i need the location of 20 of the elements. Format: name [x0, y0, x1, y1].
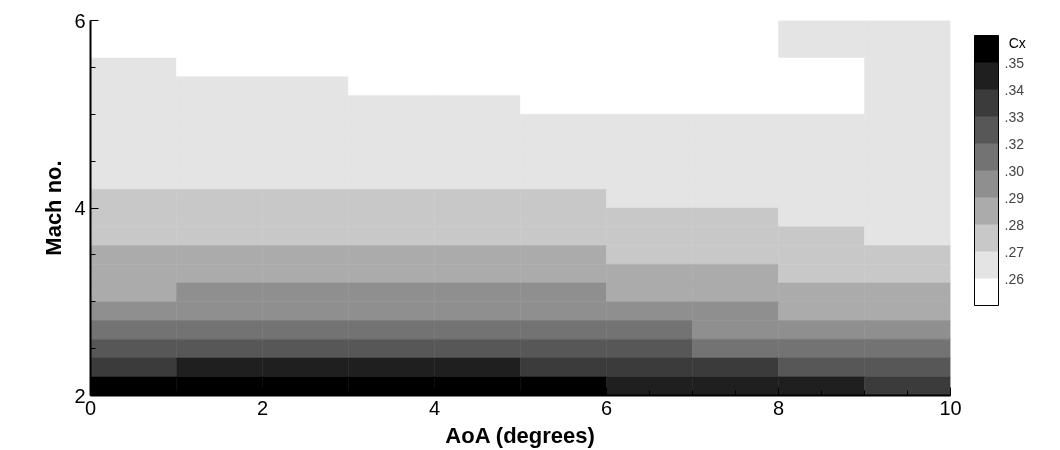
color-bar-label: .34 [1004, 81, 1025, 98]
x-tick-label: 2 [256, 396, 269, 419]
x-tick-label: 6 [600, 396, 613, 419]
x-tick-label: 10 [939, 396, 962, 419]
x-tick-label: 4 [428, 396, 441, 419]
x-axis-title: AoA (degrees) [445, 422, 595, 448]
x-tick-label: 8 [772, 396, 785, 419]
y-axis-title: Mach no. [41, 160, 67, 256]
color-bar-label: .30 [1004, 162, 1025, 179]
color-bar-title: Cx [1008, 34, 1026, 51]
x-tick-label: 0 [84, 396, 97, 419]
color-bar-label: .29 [1004, 189, 1025, 206]
y-tick-label: 4 [74, 197, 86, 219]
color-bar-label: .26 [1004, 270, 1025, 287]
color-bar-label: .28 [1004, 216, 1025, 233]
color-bar-label: .33 [1004, 108, 1025, 125]
color-bar-label: .35 [1004, 54, 1025, 71]
color-bar-label: .27 [1004, 243, 1025, 260]
color-bar-label: .32 [1004, 135, 1025, 152]
y-tick-label: 6 [74, 9, 86, 32]
